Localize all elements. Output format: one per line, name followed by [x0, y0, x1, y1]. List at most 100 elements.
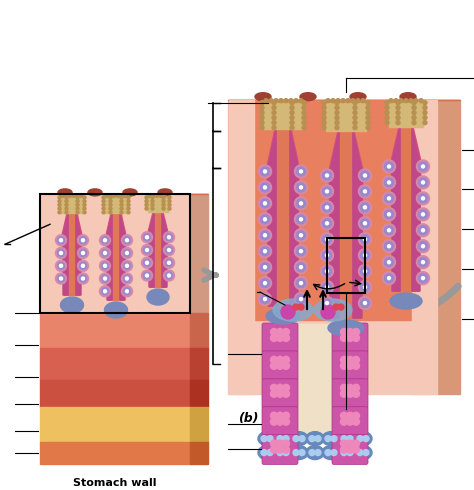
Circle shape: [320, 249, 334, 262]
FancyBboxPatch shape: [262, 435, 298, 465]
Bar: [68, 213, 77, 295]
Circle shape: [346, 446, 354, 453]
Circle shape: [364, 222, 366, 225]
Circle shape: [388, 229, 391, 232]
Circle shape: [124, 195, 127, 197]
Circle shape: [264, 202, 266, 205]
Bar: [276, 128, 290, 306]
FancyBboxPatch shape: [332, 323, 368, 353]
Circle shape: [331, 98, 335, 103]
Circle shape: [258, 261, 272, 273]
Circle shape: [58, 203, 61, 206]
Circle shape: [264, 250, 266, 253]
Polygon shape: [120, 213, 126, 300]
Circle shape: [326, 98, 330, 103]
Bar: [41, 195, 189, 313]
Circle shape: [126, 277, 128, 280]
Circle shape: [412, 116, 416, 120]
Circle shape: [294, 277, 308, 290]
Circle shape: [276, 418, 283, 425]
Ellipse shape: [354, 432, 372, 445]
Circle shape: [322, 116, 326, 120]
Circle shape: [322, 283, 331, 292]
Circle shape: [419, 258, 428, 267]
Bar: [412, 99, 437, 394]
Polygon shape: [190, 195, 208, 313]
Circle shape: [419, 194, 428, 203]
Circle shape: [290, 100, 294, 105]
Circle shape: [78, 273, 89, 284]
Circle shape: [260, 106, 264, 110]
Circle shape: [361, 283, 370, 292]
Circle shape: [100, 286, 110, 297]
Circle shape: [353, 106, 357, 110]
Circle shape: [421, 213, 425, 216]
Circle shape: [322, 251, 331, 260]
Circle shape: [168, 199, 171, 203]
Circle shape: [100, 260, 110, 271]
Circle shape: [346, 356, 354, 364]
Circle shape: [82, 277, 84, 280]
Circle shape: [164, 270, 174, 281]
Circle shape: [165, 259, 173, 266]
Circle shape: [361, 267, 370, 276]
Circle shape: [315, 436, 321, 441]
Circle shape: [279, 98, 283, 103]
Circle shape: [271, 440, 277, 447]
Circle shape: [78, 235, 89, 245]
Circle shape: [383, 256, 395, 269]
Polygon shape: [148, 197, 168, 212]
Circle shape: [100, 247, 110, 259]
Circle shape: [277, 450, 283, 456]
Circle shape: [283, 440, 290, 447]
Circle shape: [347, 436, 353, 441]
Circle shape: [300, 186, 302, 189]
Circle shape: [112, 195, 116, 197]
Ellipse shape: [58, 189, 72, 196]
Circle shape: [297, 231, 306, 240]
Polygon shape: [149, 212, 154, 287]
Circle shape: [297, 294, 306, 303]
Circle shape: [145, 196, 148, 199]
Circle shape: [120, 211, 123, 214]
Circle shape: [299, 98, 303, 103]
Circle shape: [164, 245, 174, 255]
Ellipse shape: [338, 445, 356, 460]
Circle shape: [144, 246, 151, 253]
Circle shape: [148, 195, 151, 197]
Bar: [297, 324, 333, 439]
Bar: [154, 212, 162, 287]
Circle shape: [293, 304, 299, 310]
Circle shape: [300, 266, 302, 269]
Circle shape: [272, 106, 276, 110]
Circle shape: [384, 258, 393, 267]
Ellipse shape: [322, 445, 340, 460]
Circle shape: [353, 121, 357, 124]
Circle shape: [167, 274, 171, 277]
Polygon shape: [63, 213, 68, 295]
Circle shape: [264, 266, 266, 269]
Circle shape: [423, 111, 427, 115]
Circle shape: [364, 190, 366, 193]
Polygon shape: [61, 197, 83, 213]
Circle shape: [127, 199, 130, 203]
Circle shape: [258, 229, 272, 242]
Circle shape: [165, 272, 173, 279]
Circle shape: [383, 160, 395, 173]
Circle shape: [162, 203, 165, 206]
Bar: [40, 313, 190, 348]
Circle shape: [121, 286, 133, 297]
Circle shape: [159, 195, 162, 197]
Circle shape: [144, 234, 151, 241]
Polygon shape: [389, 103, 423, 126]
Circle shape: [145, 207, 148, 210]
Circle shape: [167, 236, 171, 239]
Circle shape: [297, 215, 306, 224]
Circle shape: [276, 328, 283, 336]
Circle shape: [102, 199, 105, 203]
Circle shape: [258, 181, 272, 194]
Circle shape: [272, 111, 276, 115]
Polygon shape: [412, 126, 420, 291]
Circle shape: [103, 251, 107, 254]
Circle shape: [300, 250, 302, 253]
